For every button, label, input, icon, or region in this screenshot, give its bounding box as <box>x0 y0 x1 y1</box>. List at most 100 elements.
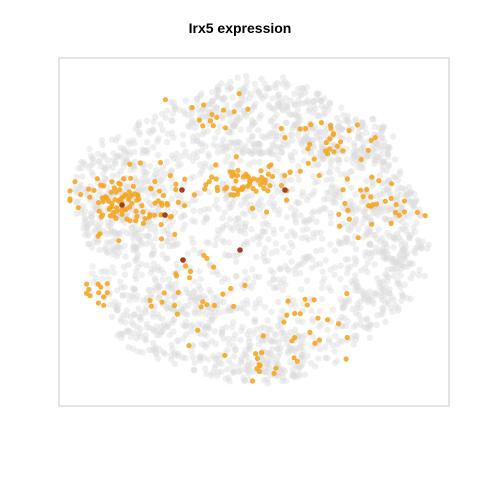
background-point <box>157 121 164 128</box>
background-point <box>342 170 349 178</box>
background-point <box>214 86 221 94</box>
expressed-point <box>183 263 189 269</box>
background-point <box>291 111 298 118</box>
background-point <box>382 300 389 307</box>
background-point <box>206 101 213 108</box>
expressed-point <box>401 209 407 215</box>
background-point <box>255 140 263 147</box>
background-point <box>268 308 275 315</box>
background-point <box>294 131 301 139</box>
background-point <box>203 239 210 246</box>
background-point <box>352 215 360 223</box>
background-point <box>389 266 396 273</box>
background-point <box>315 128 323 136</box>
background-point <box>384 186 391 194</box>
background-point <box>368 321 375 328</box>
background-point <box>309 109 317 116</box>
background-point <box>138 271 145 278</box>
background-point <box>201 163 208 170</box>
expressed-point <box>292 335 298 341</box>
background-point <box>359 234 367 241</box>
background-point <box>287 239 295 247</box>
background-point <box>187 328 195 335</box>
background-point <box>156 331 163 338</box>
background-point <box>235 116 242 123</box>
background-point <box>239 150 246 157</box>
background-point <box>259 228 267 235</box>
expressed-point <box>344 176 350 182</box>
background-point <box>295 317 302 324</box>
background-point <box>208 338 215 345</box>
background-point <box>275 299 282 306</box>
background-point <box>155 295 162 302</box>
background-point <box>360 143 367 151</box>
expressed-point <box>111 185 117 191</box>
background-point <box>330 190 338 197</box>
background-point <box>390 272 398 280</box>
expressed-point <box>203 182 209 188</box>
background-point <box>314 90 321 97</box>
background-point <box>95 237 102 244</box>
background-point <box>244 362 251 369</box>
background-point <box>156 283 163 290</box>
background-point <box>90 159 97 166</box>
background-point <box>282 281 289 288</box>
background-point <box>291 212 298 219</box>
background-point <box>219 237 226 244</box>
background-point <box>292 302 299 309</box>
background-point <box>387 255 395 262</box>
expressed-point <box>369 174 375 180</box>
background-point <box>264 84 271 92</box>
background-point <box>266 360 273 368</box>
background-point <box>202 143 209 150</box>
background-point <box>314 160 322 168</box>
background-point <box>356 135 364 142</box>
background-point <box>164 158 171 166</box>
background-point <box>317 133 324 140</box>
background-point <box>121 182 129 189</box>
background-point <box>97 163 105 170</box>
background-point <box>255 335 262 342</box>
background-point <box>344 116 351 123</box>
background-point <box>369 141 376 149</box>
background-point <box>347 263 354 270</box>
expressed-point <box>297 126 303 132</box>
background-point <box>366 241 373 248</box>
background-point <box>189 133 196 141</box>
background-point <box>325 338 333 346</box>
background-point <box>339 304 347 312</box>
background-point <box>170 306 177 314</box>
background-point <box>150 313 157 320</box>
background-point <box>405 190 412 197</box>
background-point <box>172 241 180 248</box>
background-point <box>335 156 342 163</box>
background-point <box>381 240 388 247</box>
background-point <box>240 374 247 382</box>
background-point <box>402 222 410 229</box>
background-point <box>273 168 280 175</box>
background-point <box>119 216 126 223</box>
background-point <box>401 256 408 263</box>
background-point <box>279 307 286 314</box>
background-point <box>371 156 378 163</box>
background-point <box>117 244 124 252</box>
expressed-point <box>214 187 221 194</box>
background-point <box>208 89 216 96</box>
background-point <box>197 331 204 338</box>
background-point <box>291 326 299 334</box>
background-point <box>373 193 381 200</box>
background-point <box>386 233 393 240</box>
background-point <box>335 147 343 154</box>
background-point <box>350 240 357 247</box>
background-point <box>237 367 244 375</box>
background-point <box>380 138 388 145</box>
high-expression-point <box>237 247 243 253</box>
background-point <box>287 176 295 183</box>
background-point <box>202 310 209 317</box>
background-point <box>164 305 171 312</box>
background-point <box>300 138 308 145</box>
expressed-point <box>214 114 220 120</box>
background-point <box>371 291 379 298</box>
background-point <box>256 206 263 213</box>
expressed-point <box>302 296 308 302</box>
